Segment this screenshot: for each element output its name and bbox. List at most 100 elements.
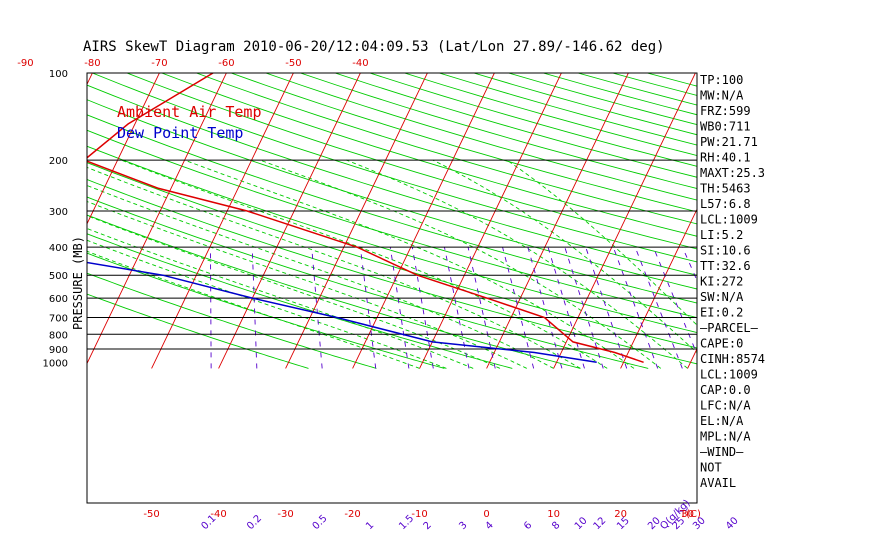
profiles [87,73,644,364]
dry-adiabat [87,129,697,319]
mixing-ratio-tick-label: 0.5 [311,513,330,532]
mixing-ratio-line [682,246,697,282]
dry-adiabat [647,73,697,87]
mixing-ratio-line [311,247,323,369]
bottom-temp-tick-label: 20 [614,509,627,520]
moist-adiabat [121,159,608,369]
stat-entry: MPL:N/A [700,430,751,444]
mixing-ratio-line [389,247,410,369]
pressure-tick-label: 1000 [43,358,68,369]
pressure-tick-label: 500 [49,271,68,282]
isotherm [553,73,696,369]
moist-adiabat [87,185,554,369]
isotherm [352,73,495,369]
moist-adiabat [506,159,697,326]
grid-lines [0,67,870,369]
mixing-ratio-line [612,247,659,369]
dry-adiabat [87,272,377,369]
mixing-ratio-tick-label: 0.2 [245,513,264,532]
mixing-ratio-line [411,247,434,369]
stat-entry: —PARCEL— [700,321,759,335]
moist-adiabat [87,166,581,369]
bottom-temp-tick-label: -10 [411,509,427,520]
dry-adiabat [230,73,697,213]
stat-entry: TT:32.6 [700,259,751,273]
dry-adiabat [439,73,697,146]
y-axis-label: PRESSURE (MB) [71,236,85,330]
stat-entry: CAP:0.0 [700,383,751,397]
pressure-tick-label: 700 [49,313,68,324]
isotherm [419,73,562,369]
axes: 1002003004005006007008009001000-120-110-… [17,58,741,532]
moist-adiabat [87,250,420,369]
dry-adiabat [87,252,445,369]
isotherm [486,73,629,369]
legend-entry: Ambient Air Temp [117,103,262,121]
stat-entry: NOT [700,461,722,475]
moist-adiabat [184,159,635,369]
mixing-ratio-tick-label: 4 [484,520,496,532]
isotherm [151,73,294,369]
top-temp-tick-label: -40 [352,58,368,69]
stat-entry: KI:272 [700,275,743,289]
mixing-ratio-tick-label: 6 [522,520,534,532]
stat-entry: SW:N/A [700,290,744,304]
mixing-ratio-tick-label: 10 [573,515,590,532]
stat-entry: TH:5463 [700,182,751,196]
stat-entry: —WIND— [700,445,744,459]
stat-entry: LCL:1009 [700,213,758,227]
mixing-ratio-line [444,247,470,369]
isotherm [822,67,870,369]
pressure-tick-label: 100 [49,69,68,80]
isotherm [218,73,361,369]
bottom-temp-tick-label: 10 [547,509,560,520]
isotherm [87,73,227,365]
isotherm [0,67,28,369]
dry-adiabat [87,214,581,369]
dry-adiabat [161,73,697,237]
dry-adiabat [87,179,697,365]
pressure-tick-label: 800 [49,330,68,341]
dry-adiabat [87,114,697,304]
moist-adiabat [87,215,501,369]
mixing-ratio-tick-label: 8 [550,520,562,532]
top-temp-tick-label: -90 [17,58,33,69]
mixing-ratio-line [251,247,258,369]
top-temp-tick-label: -80 [84,58,100,69]
dry-adiabat [87,196,649,369]
mixing-ratio-tick-label: 1 [364,520,376,532]
bottom-temp-tick-label: -20 [344,509,360,520]
stat-entry: MW:N/A [700,89,744,103]
dry-adiabat [126,73,697,250]
dry-adiabat [87,84,697,276]
dry-adiabat [300,73,697,190]
isotherm [87,73,160,225]
stat-entry: LCL:1009 [700,368,758,382]
mixing-ratio-line [527,247,563,369]
isobars [87,159,697,350]
mixing-ratio-tick-label: 40 [724,515,741,532]
stat-entry: LI:5.2 [700,228,743,242]
pressure-tick-label: 900 [49,345,68,356]
mixing-ratio-line [467,247,496,369]
isotherm [755,67,870,369]
moist-adiabat [432,159,697,354]
stat-entry: RH:40.1 [700,151,751,165]
legend-entry: Dew Point Temp [117,124,243,142]
stat-entry: CAPE:0 [700,337,743,351]
moist-adiabat [259,159,662,369]
dry-adiabat [87,293,309,369]
bottom-temp-tick-label: -50 [143,509,159,520]
pressure-tick-label: 600 [49,294,68,305]
bottom-temp-tick-label: 0 [483,509,489,520]
stat-entry: EI:0.2 [700,306,743,320]
top-temp-tick-label: -70 [151,58,167,69]
isotherm [285,73,428,369]
chart-title: AIRS SkewT Diagram 2010-06-20/12:04:09.5… [83,39,665,55]
mixing-ratio-line [210,247,212,369]
stat-entry: MAXT:25.3 [700,166,765,180]
pressure-tick-label: 300 [49,207,68,218]
stat-entry: EL:N/A [700,414,744,428]
bottom-temp-tick-label: -40 [210,509,226,520]
